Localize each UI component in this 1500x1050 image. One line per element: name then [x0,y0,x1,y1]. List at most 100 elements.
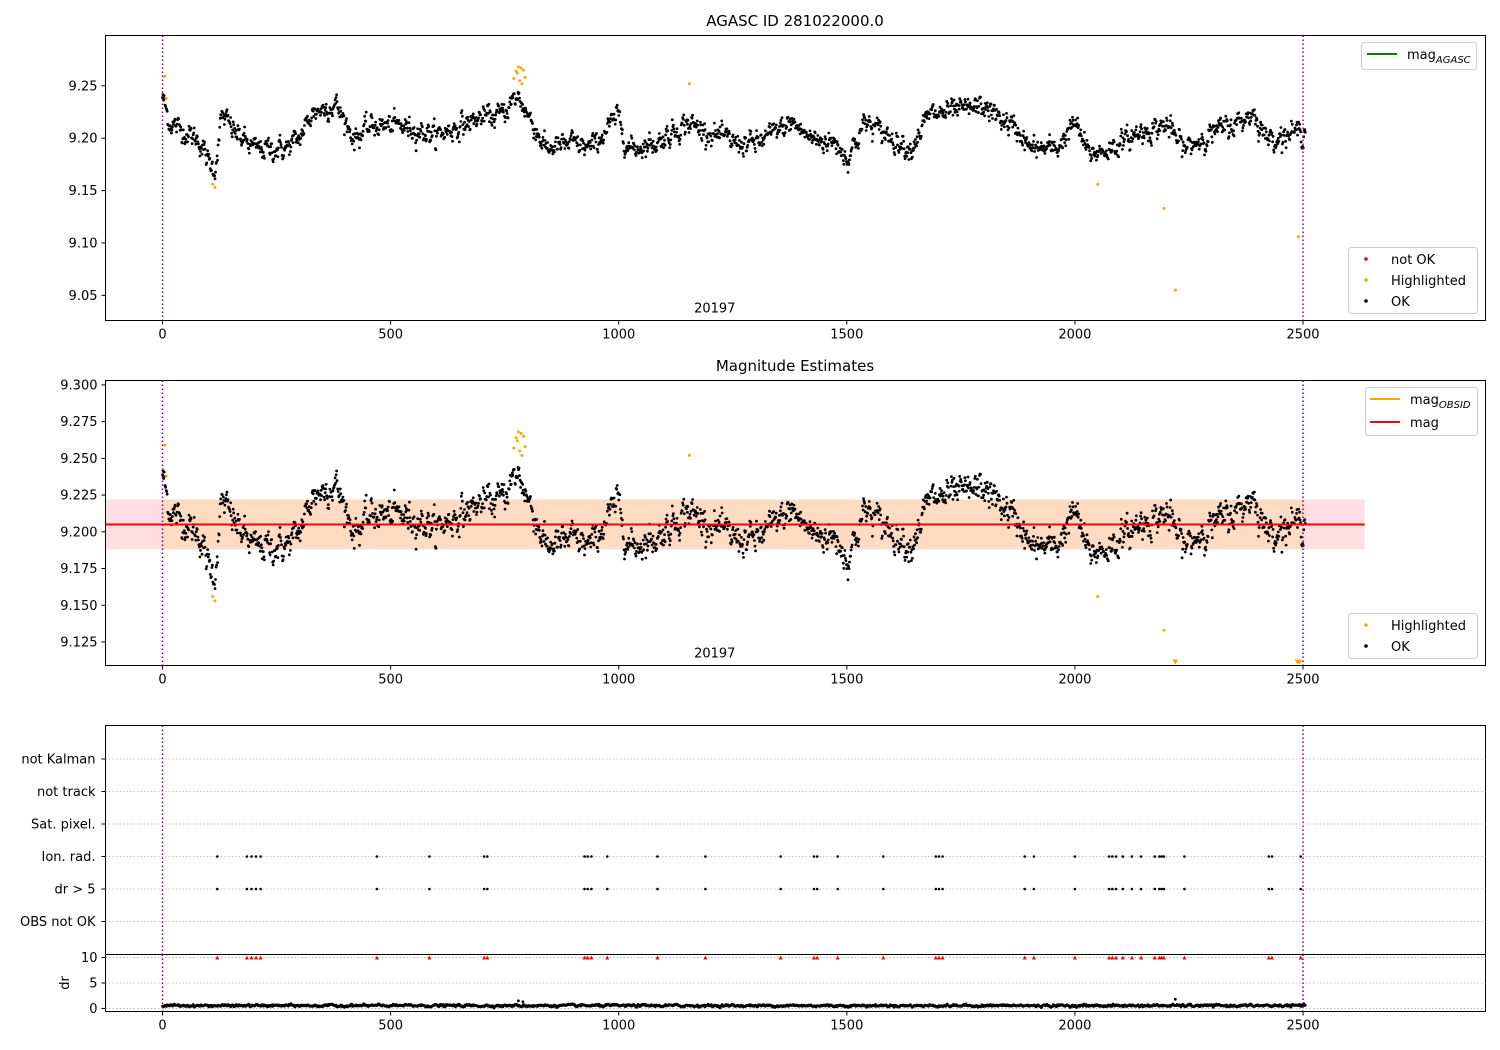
ok-point [930,487,934,490]
ok-point [1141,142,1144,146]
ok-point [264,534,268,538]
ok-point [266,139,270,142]
ok-point [689,516,692,520]
ok-point [1088,149,1091,153]
ok-point [471,496,475,500]
ok-point [1210,536,1214,540]
ok-point [977,104,981,108]
ok-point [623,552,627,556]
ok-point [740,536,743,539]
ok-point [690,116,694,120]
ok-point [1255,118,1259,122]
ok-point [1088,548,1091,551]
ok-point [940,489,943,493]
flag-point [254,887,258,891]
ok-point [1119,527,1123,531]
ok-point [556,136,560,140]
ok-point [1130,519,1134,523]
ok-point [561,133,565,136]
legend-not-ok-label: not OK [1391,253,1436,268]
ok-point [1169,498,1173,502]
ok-point [903,154,906,158]
ok-point [916,128,920,132]
ok-point [475,513,478,516]
ok-point [560,137,563,141]
ok-point [335,93,338,97]
ok-point [629,134,633,138]
ok-point [283,148,286,152]
ok-point [875,501,879,505]
ok-point [387,125,390,128]
flag-point [259,887,262,891]
ok-point [1102,150,1106,154]
ok-point [479,113,482,116]
flag-point [1121,887,1125,891]
ok-point [278,533,281,536]
ok-point [1289,119,1293,123]
ok-point [754,549,757,553]
ok-point [423,137,426,141]
x-tick-label: 0 [158,673,166,688]
ok-point [1156,133,1160,137]
ok-point [985,480,989,484]
ok-point [867,500,871,503]
highlighted-point [1297,235,1300,239]
flag-point [656,887,659,891]
ok-point [319,113,322,117]
ok-point [199,150,202,153]
ok-point [512,92,516,96]
ok-point [1093,555,1097,559]
flag-point [1270,887,1274,891]
ok-point [364,493,368,497]
ok-point [626,545,630,549]
ok-point [672,512,675,515]
ok-point [597,529,601,533]
ok-point [1271,140,1274,144]
ok-point [911,155,914,159]
ok-point [262,154,266,158]
ok-point [1279,126,1283,129]
ok-point [1241,520,1244,523]
ok-point [1150,144,1153,147]
ok-point [894,543,898,547]
ok-point [919,530,923,534]
ok-point [170,131,173,135]
ok-point [636,145,639,149]
ok-point [575,141,579,145]
ok-point [1167,135,1171,139]
ok-point [1125,521,1128,524]
ok-point [925,116,929,120]
ok-point [968,101,972,105]
ok-point [618,493,622,497]
ok-point [455,126,459,130]
flags-plot-area [105,725,1486,955]
ok-point [876,123,880,127]
ok-point [1149,536,1153,540]
ok-point [213,177,217,181]
ok-point [1208,511,1212,515]
ok-point [1127,138,1130,141]
legend-ok-marker [1364,644,1368,648]
ok-point [302,132,306,135]
y-tick-label: 9.20 [69,132,98,147]
ok-point [432,124,436,128]
ok-point [261,550,265,553]
ok-point [1087,543,1091,547]
ok-point [805,131,808,135]
ok-point [335,479,339,483]
x-tick-label: 1000 [602,328,635,343]
x-tick-label: 1000 [602,1019,635,1034]
ok-point [691,498,694,501]
ok-point [1130,129,1134,132]
ok-point [1183,540,1187,544]
ok-point [594,526,597,529]
ok-point [639,145,642,149]
ok-point [857,544,860,548]
flag-point [259,855,262,858]
ok-point [330,495,334,498]
highlighted-point [516,65,520,69]
ok-point [873,124,877,128]
ok-point [1269,519,1272,523]
ok-point [718,136,721,140]
ok-point [323,114,327,117]
